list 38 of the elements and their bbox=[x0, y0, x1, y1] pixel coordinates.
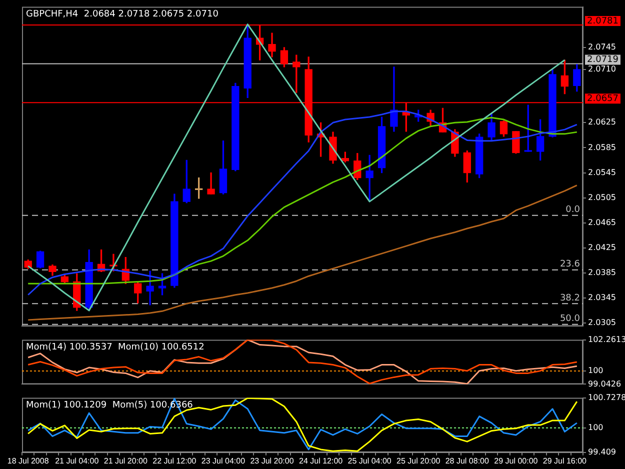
ref-line-label: 2.0657 bbox=[587, 94, 618, 104]
x-tick-label: 21 Jul 20:00 bbox=[104, 456, 148, 466]
candlestick bbox=[390, 66, 398, 132]
x-tick-label: 28 Jul 08:00 bbox=[445, 456, 490, 466]
x-tick-label: 25 Jul 20:00 bbox=[396, 456, 441, 466]
x-tick-label: 21 Jul 04:00 bbox=[55, 456, 100, 466]
y-tick-label: 2.0505 bbox=[588, 192, 616, 202]
x-tick-label: 29 Jul 00:00 bbox=[494, 456, 538, 466]
y-tick-label: 2.0465 bbox=[588, 218, 616, 227]
y-tick-label: 99.409 bbox=[588, 447, 616, 456]
y-tick-label: 2.0625 bbox=[588, 118, 616, 127]
y-tick-label: 100 bbox=[588, 366, 604, 376]
y-tick-label: 2.0345 bbox=[588, 293, 616, 302]
y-tick-label: 2.0425 bbox=[588, 242, 616, 252]
chart-title: GBPCHF,H4 2.0684 2.0718 2.0675 2.0710 bbox=[26, 10, 219, 20]
ref-line-label: 2.0781 bbox=[587, 16, 618, 26]
x-tick-label: 23 Jul 04:00 bbox=[201, 456, 246, 466]
y-tick-label: 2.0385 bbox=[588, 268, 616, 278]
y-tick-label: 2.0745 bbox=[588, 42, 616, 52]
candlestick bbox=[366, 154, 374, 202]
y-tick-label: 2.0585 bbox=[588, 142, 616, 152]
x-tick-label: 18 Jul 2008 bbox=[7, 456, 50, 466]
y-tick-label: 100 bbox=[588, 423, 604, 432]
y-tick-label: 2.0710 bbox=[588, 64, 616, 74]
x-tick-label: 25 Jul 04:00 bbox=[348, 456, 392, 466]
y-tick-label: 99.0426 bbox=[588, 379, 622, 388]
annotation: 0.0 bbox=[566, 205, 580, 216]
chart-title: Mom(14) 100.3537 Mom(10) 100.6512 bbox=[26, 342, 204, 353]
x-tick-label: 24 Jul 12:00 bbox=[298, 456, 344, 466]
y-tick-label: 2.0545 bbox=[588, 168, 616, 177]
y-tick-label: 2.0305 bbox=[588, 318, 616, 328]
x-tick-label: 29 Jul 16:00 bbox=[542, 456, 588, 466]
annotation: 50.0 bbox=[560, 314, 580, 324]
annotation: 38.2 bbox=[560, 294, 580, 304]
annotation: 23.6 bbox=[560, 260, 580, 270]
ref-line-label: 2.0719 bbox=[587, 55, 619, 66]
x-tick-label: 23 Jul 20:00 bbox=[250, 456, 294, 466]
x-tick-label: 22 Jul 12:00 bbox=[152, 456, 197, 466]
